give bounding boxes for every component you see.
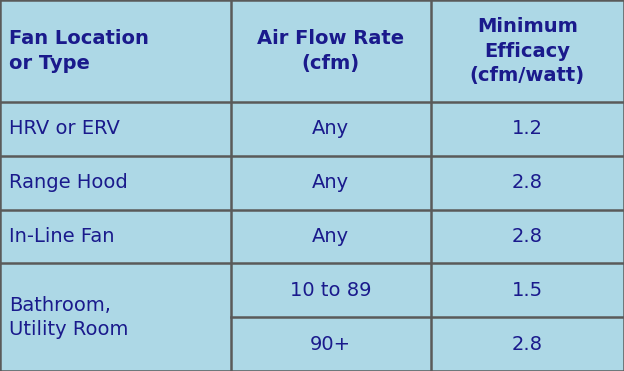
Text: Any: Any bbox=[312, 227, 349, 246]
Text: Range Hood: Range Hood bbox=[9, 173, 128, 192]
Text: 1.5: 1.5 bbox=[512, 281, 543, 300]
Text: 1.2: 1.2 bbox=[512, 119, 543, 138]
Text: Any: Any bbox=[312, 119, 349, 138]
Text: Fan Location
or Type: Fan Location or Type bbox=[9, 29, 149, 73]
Text: 2.8: 2.8 bbox=[512, 335, 543, 354]
Text: 2.8: 2.8 bbox=[512, 227, 543, 246]
Text: Minimum
Efficacy
(cfm/watt): Minimum Efficacy (cfm/watt) bbox=[470, 17, 585, 85]
Text: Any: Any bbox=[312, 173, 349, 192]
Text: 90+: 90+ bbox=[310, 335, 351, 354]
Text: 10 to 89: 10 to 89 bbox=[290, 281, 371, 300]
Text: In-Line Fan: In-Line Fan bbox=[9, 227, 115, 246]
Text: 2.8: 2.8 bbox=[512, 173, 543, 192]
Text: HRV or ERV: HRV or ERV bbox=[9, 119, 120, 138]
Text: Bathroom,
Utility Room: Bathroom, Utility Room bbox=[9, 296, 129, 339]
Text: Air Flow Rate
(cfm): Air Flow Rate (cfm) bbox=[257, 29, 404, 73]
